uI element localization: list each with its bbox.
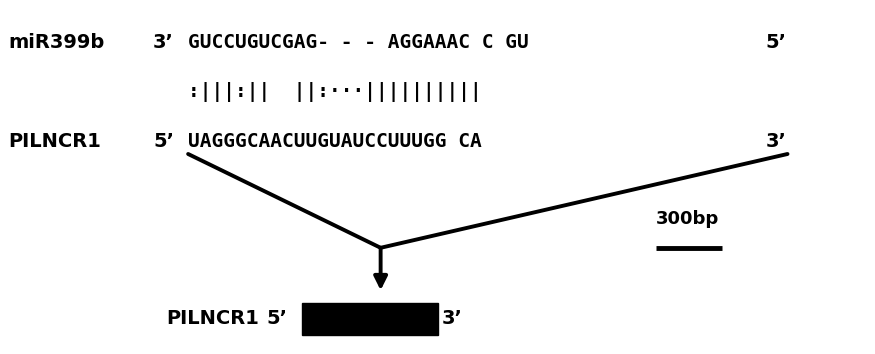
Text: 3’: 3’ [153, 33, 174, 52]
Text: 5’: 5’ [267, 309, 288, 328]
Text: 5’: 5’ [153, 132, 174, 151]
Text: 300bp: 300bp [656, 211, 719, 228]
Text: :|||:||  ||:···||||||||||: :|||:|| ||:···|||||||||| [188, 82, 482, 102]
Bar [302, 303, 438, 335]
Text: miR399b: miR399b [9, 33, 105, 52]
Text: PILNCR1: PILNCR1 [9, 132, 102, 151]
Text: GUCCUGUCGAG- - - AGGAAAC C GU: GUCCUGUCGAG- - - AGGAAAC C GU [188, 33, 528, 52]
Text: PILNCR1: PILNCR1 [166, 309, 259, 328]
Text: 3’: 3’ [442, 309, 463, 328]
Text: UAGGGCAACUUGUAUCCUUUGG CA: UAGGGCAACUUGUAUCCUUUGG CA [188, 132, 482, 151]
Text: 3’: 3’ [766, 132, 787, 151]
Text: 5’: 5’ [766, 33, 787, 52]
